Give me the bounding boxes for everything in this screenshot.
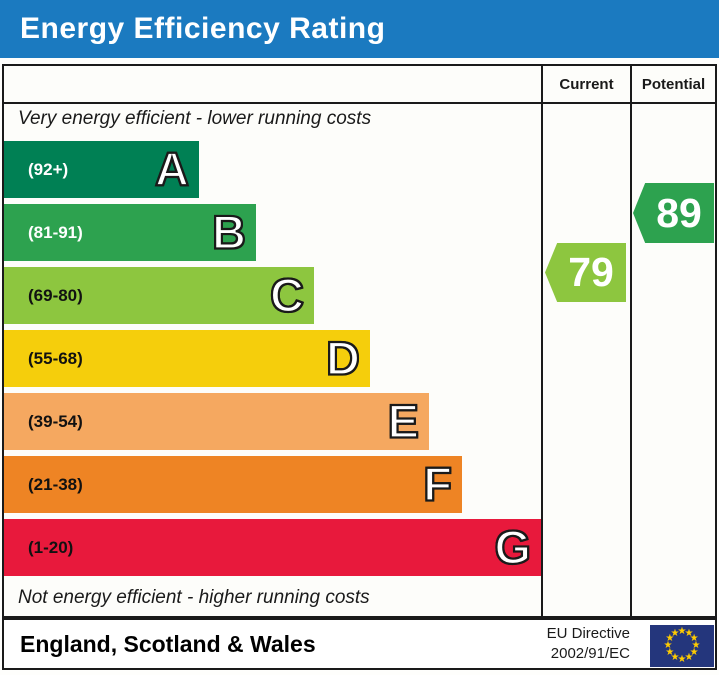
band-letter: E	[387, 394, 421, 448]
band-row-D: (55-68) D	[4, 330, 370, 387]
eu-flag-star: ★	[670, 652, 680, 664]
band-range-label: (81-91)	[28, 222, 83, 242]
band-row-E: (39-54) E	[4, 393, 429, 450]
eu-flag-star: ★	[684, 627, 694, 639]
region-label: England, Scotland & Wales	[20, 630, 316, 657]
eu-flag-star: ★	[684, 652, 694, 664]
band-range-label: (21-38)	[28, 474, 83, 494]
eu-flag-star: ★	[665, 633, 675, 644]
eu-flag-star: ★	[689, 633, 699, 644]
band-row-A: (92+) A	[4, 141, 199, 198]
eu-directive-line1: EU Directive	[546, 625, 630, 642]
band-letter: D	[325, 331, 361, 385]
current-rating-value: 79	[568, 249, 614, 295]
band-letter: F	[422, 457, 453, 511]
eu-directive-line2: 2002/91/EC	[550, 645, 630, 662]
current-rating-arrow: 79	[545, 243, 626, 302]
potential-rating-arrow: 89	[633, 183, 714, 243]
current-column-header: Current	[559, 75, 614, 93]
eu-flag-star: ★	[677, 626, 687, 637]
eu-flag-star: ★	[689, 647, 699, 658]
header-underline	[4, 102, 715, 104]
eu-flag-star: ★	[670, 627, 680, 639]
band-row-B: (81-91) B	[4, 204, 256, 261]
bottom-caption: Not energy efficient - higher running co…	[18, 587, 370, 608]
eu-directive-label: EU Directive 2002/91/EC	[547, 624, 630, 664]
band-range-label: (1-20)	[28, 537, 74, 557]
page-title: Energy Efficiency Rating	[20, 12, 386, 45]
band-letter: B	[211, 205, 247, 259]
potential-rating-value: 89	[656, 189, 702, 236]
band-row-G: (1-20) G	[4, 519, 541, 576]
current-column-divider	[541, 66, 543, 616]
eu-flag-icon: ★ ★ ★ ★ ★ ★ ★ ★ ★ ★ ★ ★	[650, 625, 714, 667]
eu-flag-star: ★	[665, 647, 675, 658]
band-range-label: (69-80)	[28, 285, 83, 305]
footer-bar: England, Scotland & Wales EU Directive 2…	[2, 618, 717, 670]
potential-column-header: Potential	[641, 75, 706, 93]
potential-column-divider	[630, 66, 632, 616]
band-row-C: (69-80) C	[4, 267, 314, 324]
eu-flag-star: ★	[663, 640, 673, 651]
band-letter: G	[493, 520, 532, 574]
band-row-F: (21-38) F	[4, 456, 462, 513]
eu-flag-star: ★	[677, 654, 687, 665]
band-range-label: (92+)	[28, 159, 69, 179]
top-caption: Very energy efficient - lower running co…	[18, 108, 372, 129]
band-letter: C	[269, 268, 305, 322]
chart-frame: Current Potential Very energy efficient …	[2, 64, 717, 618]
band-range-label: (39-54)	[28, 411, 83, 431]
title-bar: Energy Efficiency Rating	[0, 0, 719, 58]
band-letter: A	[154, 142, 190, 196]
eu-flag-star: ★	[691, 640, 701, 651]
band-range-label: (55-68)	[28, 348, 83, 368]
